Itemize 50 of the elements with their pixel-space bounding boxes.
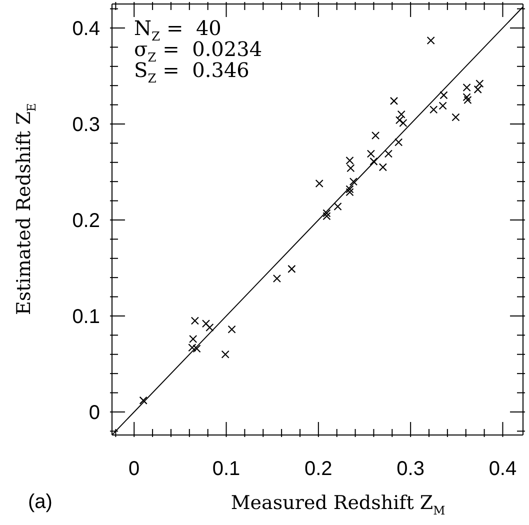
point (366, 150, 375, 158)
point (378, 163, 387, 172)
point (349, 178, 358, 186)
point (395, 116, 404, 124)
x-tick-label: 0.3 (396, 458, 424, 480)
point (334, 202, 342, 211)
point (346, 164, 355, 172)
point (462, 93, 471, 102)
x-tick-label: 0.1 (212, 458, 240, 480)
point (440, 91, 448, 100)
point (430, 106, 438, 114)
point (288, 264, 296, 273)
point (315, 179, 324, 188)
point (464, 96, 472, 104)
point (370, 157, 378, 166)
y-tick-label: 0.3 (72, 114, 100, 136)
point (189, 334, 198, 344)
point (346, 188, 354, 196)
point (426, 36, 435, 45)
x-tick-label: 0.4 (488, 458, 517, 480)
x-tick-label: 0.2 (304, 458, 332, 480)
y-tick-label: 0 (88, 402, 100, 424)
point (346, 185, 354, 194)
point (384, 150, 393, 158)
y-tick-label: 0.2 (72, 210, 100, 232)
point (228, 325, 236, 334)
point (397, 110, 406, 118)
y-tick-label: 0.1 (72, 306, 100, 328)
point (221, 350, 230, 358)
point (190, 316, 199, 325)
point (206, 323, 214, 332)
point (438, 102, 447, 110)
point (272, 274, 282, 283)
point (476, 80, 484, 88)
point (394, 138, 403, 146)
point (322, 209, 331, 218)
x-axis-title: Measured Redshift Z$_{M}$ (230, 492, 446, 518)
point (452, 113, 460, 122)
point (462, 83, 471, 92)
point (346, 156, 354, 165)
text: (a) (28, 491, 52, 513)
point (202, 320, 210, 328)
point (390, 96, 398, 105)
point (372, 131, 380, 140)
x-tick-label: 0 (128, 458, 140, 480)
point (139, 396, 148, 404)
point (399, 118, 408, 128)
point (322, 212, 331, 220)
point (474, 85, 482, 94)
y-tick-label: 0.4 (72, 18, 100, 40)
